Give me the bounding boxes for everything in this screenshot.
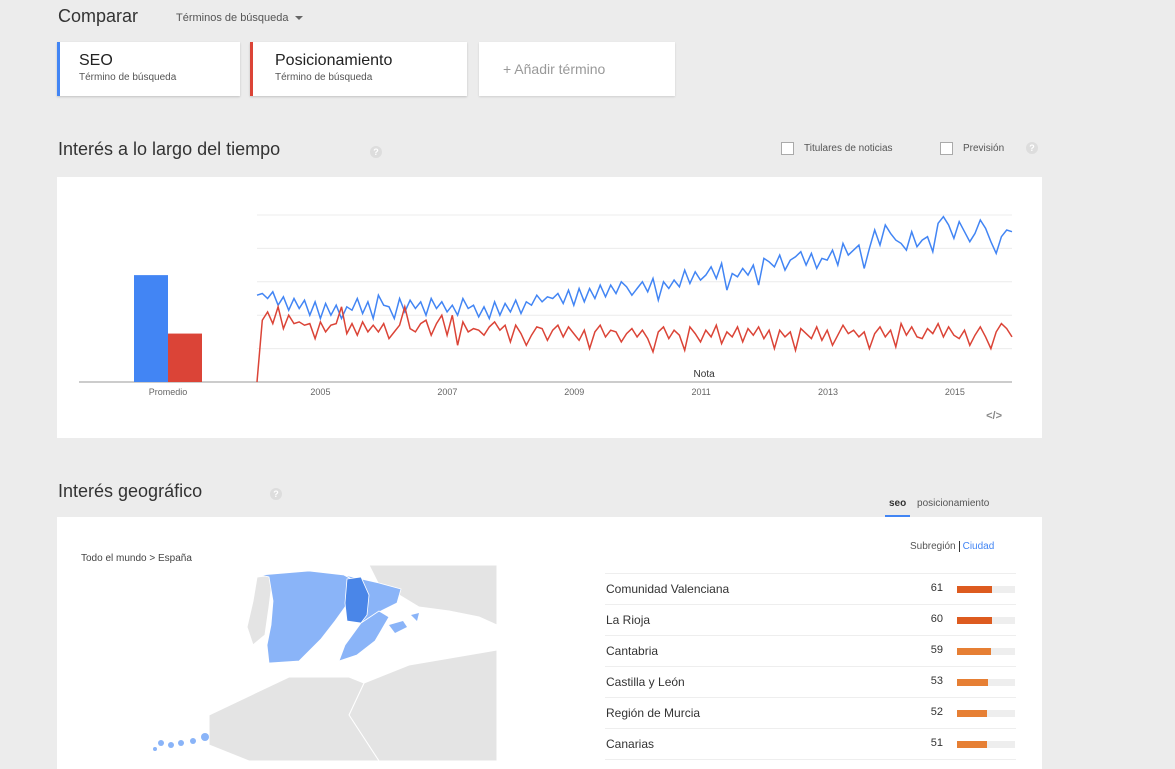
city-toggle[interactable]: Ciudad: [962, 541, 995, 553]
region-row[interactable]: Canarias 51: [605, 729, 1016, 760]
x-tick-label: 2009: [564, 387, 584, 397]
balearic-islands-shape[interactable]: [389, 621, 407, 633]
region-value: 61: [930, 582, 943, 594]
region-bar-fill: [957, 679, 988, 686]
term-card-seo[interactable]: SEO Término de búsqueda: [57, 42, 240, 96]
help-icon[interactable]: ?: [370, 146, 382, 158]
breadcrumb[interactable]: Todo el mundo > España: [81, 553, 192, 564]
region-list: Comunidad Valenciana 61 La Rioja 60 Cantabri…: [605, 573, 1016, 760]
embed-code-icon[interactable]: </>: [986, 410, 1002, 422]
geo-interest-title: Interés geográfico: [58, 481, 203, 501]
region-bar-fill: [957, 741, 987, 748]
term-card-posicionamiento[interactable]: Posicionamiento Término de búsqueda: [250, 42, 467, 96]
region-name: Región de Murcia: [606, 706, 701, 720]
region-value: 60: [930, 613, 943, 625]
forecast-label: Previsión: [963, 143, 1005, 154]
region-value: 51: [930, 737, 943, 749]
morocco-shape: [208, 676, 380, 761]
term-color-bar: [250, 42, 253, 96]
region-bar-track: [957, 710, 1015, 717]
compare-mode-label: Términos de búsqueda: [176, 12, 289, 24]
spain-map[interactable]: [149, 565, 497, 761]
geo-panel: Todo el mundo > España Subregión Ciudad C…: [57, 517, 1042, 769]
region-row[interactable]: Cantabria 59: [605, 636, 1016, 667]
tab-seo[interactable]: seo: [885, 498, 911, 517]
term-subtitle: Término de búsqueda: [79, 72, 177, 83]
canary-island[interactable]: [158, 740, 164, 746]
checkbox-icon: [781, 142, 794, 155]
menorca-shape[interactable]: [411, 613, 419, 621]
region-bar-track: [957, 586, 1015, 593]
region-row[interactable]: Región de Murcia 52: [605, 698, 1016, 729]
canary-island[interactable]: [201, 733, 209, 741]
subregion-toggle[interactable]: Subregión: [910, 541, 956, 553]
interest-chart-panel: Promedio 2005 2007 2009 2011 2013 2015 Nota </>: [57, 177, 1042, 438]
average-bar: [168, 333, 202, 382]
region-bar-fill: [957, 617, 992, 624]
region-name: La Rioja: [606, 613, 651, 627]
compare-mode-dropdown[interactable]: Términos de búsqueda: [176, 12, 303, 24]
x-tick-label: 2015: [945, 387, 965, 397]
region-value: 59: [930, 644, 943, 656]
x-tick-label: 2005: [310, 387, 330, 397]
region-name: Castilla y León: [606, 675, 685, 689]
canary-island[interactable]: [190, 738, 196, 744]
region-bar-fill: [957, 648, 992, 655]
region-name: Comunidad Valenciana: [606, 582, 730, 596]
checkbox-icon: [940, 142, 953, 155]
region-row[interactable]: Comunidad Valenciana 61: [605, 574, 1016, 605]
region-row[interactable]: Castilla y León 53: [605, 667, 1016, 698]
region-value: 53: [930, 675, 943, 687]
series-line: [256, 303, 1013, 383]
average-label: Promedio: [149, 387, 188, 397]
aragon-shape[interactable]: [344, 576, 370, 624]
region-value: 52: [930, 706, 943, 718]
region-bar-fill: [957, 586, 993, 593]
add-term-label: + Añadir término: [503, 61, 606, 77]
canary-island[interactable]: [153, 747, 157, 751]
interest-chart: Promedio 2005 2007 2009 2011 2013 2015 Nota: [79, 214, 1013, 397]
average-bar: [134, 275, 168, 382]
x-tick-label: 2007: [437, 387, 457, 397]
chart-annotation: Nota: [694, 369, 716, 380]
forecast-checkbox[interactable]: Previsión: [940, 142, 1004, 155]
x-tick-label: 2011: [691, 387, 710, 397]
x-tick-label: 2013: [818, 387, 838, 397]
term-color-bar: [57, 42, 60, 96]
region-name: Canarias: [606, 737, 655, 751]
interest-over-time-title: Interés a lo largo del tiempo: [58, 139, 281, 159]
region-row[interactable]: La Rioja 60: [605, 605, 1016, 636]
series-line: [256, 215, 1013, 322]
caret-down-icon: [294, 16, 303, 21]
news-headlines-label: Titulares de noticias: [804, 143, 893, 154]
region-bar-track: [957, 679, 1015, 686]
canary-island[interactable]: [168, 742, 174, 748]
region-bar-track: [957, 617, 1015, 624]
term-name: SEO: [79, 52, 113, 69]
help-icon[interactable]: ?: [270, 488, 282, 500]
region-bar-track: [957, 741, 1015, 748]
forecast-help-icon[interactable]: ?: [1026, 142, 1038, 154]
region-bar-track: [957, 648, 1015, 655]
term-subtitle: Término de búsqueda: [275, 72, 373, 83]
news-headlines-checkbox[interactable]: Titulares de noticias: [781, 142, 893, 155]
valencia-shape[interactable]: [338, 610, 390, 662]
region-name: Cantabria: [606, 644, 659, 658]
canary-island[interactable]: [178, 740, 184, 746]
region-city-toggle: Subregión Ciudad: [910, 541, 994, 552]
tab-posicionamiento[interactable]: posicionamiento: [917, 498, 990, 509]
add-term-button[interactable]: + Añadir término: [479, 42, 675, 96]
divider: [958, 541, 960, 552]
term-name: Posicionamiento: [275, 52, 393, 69]
geo-term-tabs: seo posicionamiento: [885, 498, 993, 517]
compare-title: Comparar: [58, 6, 139, 26]
region-bar-fill: [957, 710, 988, 717]
